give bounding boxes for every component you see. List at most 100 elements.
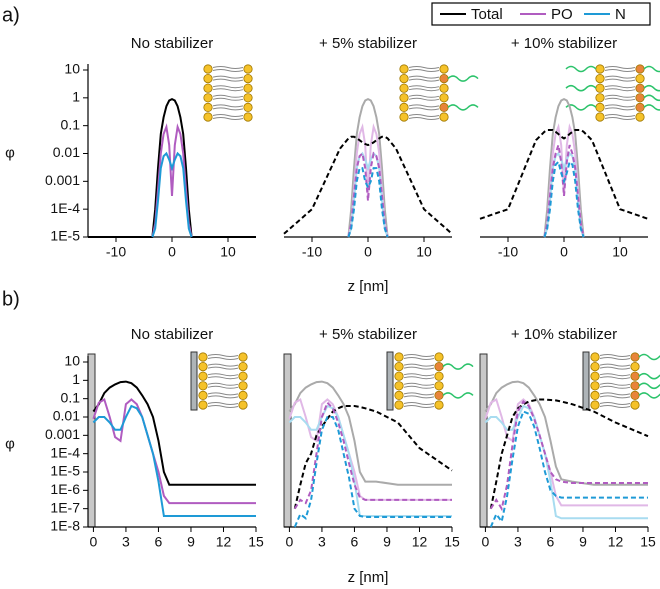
series-line [543, 144, 585, 238]
icon-tail [604, 97, 636, 101]
x-tick-label: 9 [383, 534, 391, 550]
icon-tail [207, 405, 239, 408]
icon-wall [582, 351, 590, 411]
icon-tail [207, 366, 239, 370]
x-tick-label: 0 [90, 534, 98, 550]
icon-tail [212, 85, 244, 89]
icon-head [399, 112, 409, 122]
x-tick-label: 3 [514, 534, 522, 550]
series-line [484, 380, 648, 486]
x-tick-label: 0 [168, 244, 176, 260]
x-tick-label: 9 [187, 534, 195, 550]
x-tick-label: 6 [547, 534, 555, 550]
icon-head [630, 352, 640, 362]
icon-head [590, 390, 600, 400]
x-tick-label: 0 [364, 244, 372, 260]
icon-tail [403, 354, 435, 357]
icon-tail [207, 373, 239, 377]
icon-tail [599, 363, 631, 367]
y-tick-label: 10 [64, 61, 80, 77]
icon-polymer [638, 382, 660, 390]
icon-tail [403, 395, 435, 399]
icon-tail [599, 402, 631, 405]
legend-label: Total [471, 6, 503, 23]
y-tick-label: 0.001 [45, 426, 80, 442]
icon-head [399, 102, 409, 113]
icon-polymer [643, 84, 660, 92]
icon-tail [599, 385, 631, 389]
series-line [283, 135, 453, 235]
icon-head [439, 93, 449, 103]
icon-head [635, 64, 645, 74]
panel-title: + 10% stabilizer [511, 35, 617, 52]
icon-wall [386, 351, 394, 411]
icon-polymer [643, 94, 660, 102]
series-line [347, 167, 389, 238]
series-line [543, 159, 585, 238]
icon-head [434, 371, 444, 381]
y-tick-label: 0.001 [45, 172, 80, 188]
y-tick-label: 0.01 [53, 408, 80, 424]
icon-tail [599, 392, 631, 396]
icon-head [399, 83, 409, 93]
icon-tail [207, 385, 239, 389]
icon-tail [403, 366, 435, 370]
legend-label: PO [551, 6, 573, 23]
icon-head [595, 83, 605, 93]
icon-head [590, 400, 600, 410]
icon-head [434, 381, 444, 391]
icon-tail [408, 69, 440, 72]
icon-head [198, 352, 208, 362]
icon-tail [604, 85, 636, 89]
icon-tail [599, 357, 631, 360]
y-tick-label: 1E-7 [50, 499, 80, 515]
icon-head [590, 352, 600, 362]
icon-tail [408, 117, 440, 120]
icon-head [394, 400, 404, 410]
x-tick-label: 10 [220, 244, 236, 260]
icon-head [434, 361, 444, 372]
icon-head [238, 361, 248, 372]
icon-tail [604, 78, 636, 82]
icon-head [198, 400, 208, 410]
icon-tail [212, 88, 244, 92]
series-line [347, 123, 389, 238]
wall [479, 353, 488, 528]
series-line [151, 123, 193, 238]
icon-head [630, 361, 640, 372]
icon-head [635, 74, 645, 84]
series-line [489, 398, 649, 509]
series-line [543, 97, 585, 238]
y-axis-label: φ [5, 435, 15, 452]
icon-head [439, 74, 449, 84]
icon-head [238, 371, 248, 381]
icon-head [198, 371, 208, 381]
icon-head [394, 361, 404, 372]
icon-head [243, 112, 253, 122]
icon-tail [599, 376, 631, 380]
icon-head [635, 112, 645, 122]
icon-tail [604, 117, 636, 120]
x-tick-label: 15 [444, 534, 460, 550]
series-line [92, 404, 256, 517]
icon-head [243, 93, 253, 103]
membrane-icon [565, 64, 660, 122]
icon-tail [207, 395, 239, 399]
icon-tail [212, 117, 244, 120]
x-axis-label: z [nm] [348, 278, 389, 295]
icon-tail [599, 395, 631, 399]
icon-tail [212, 104, 244, 108]
icon-tail [403, 405, 435, 408]
icon-tail [599, 366, 631, 370]
x-axis-label: z [nm] [348, 569, 389, 586]
icon-head [630, 371, 640, 381]
icon-head [243, 83, 253, 93]
x-tick-label: 12 [216, 534, 232, 550]
icon-tail [599, 373, 631, 377]
series-line [92, 398, 256, 505]
membrane-icon [582, 351, 660, 411]
panel-title: + 5% stabilizer [319, 326, 417, 343]
icon-head [399, 93, 409, 103]
series-line [293, 416, 452, 528]
legend: Total PO N [431, 2, 651, 26]
